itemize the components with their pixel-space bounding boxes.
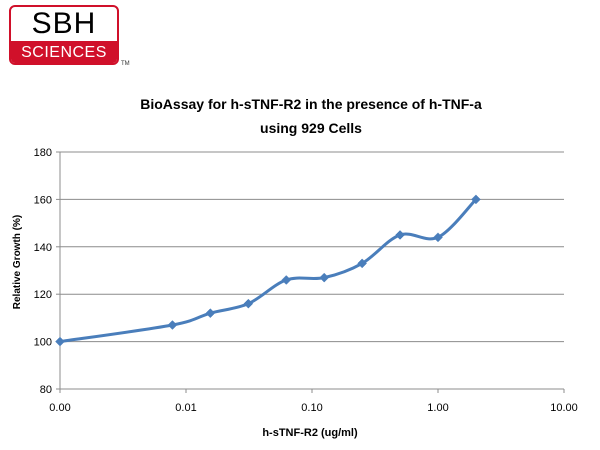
- y-tick-label: 160: [34, 194, 52, 206]
- chart-title-line-1: BioAssay for h-sTNF-R2 in the presence o…: [140, 96, 482, 112]
- y-tick-label: 140: [34, 242, 52, 254]
- data-point-marker: [167, 320, 178, 330]
- x-tick-label: 0.00: [49, 402, 70, 414]
- series-layer: [55, 194, 481, 347]
- y-tick-label: 100: [34, 337, 52, 349]
- axes: [56, 151, 565, 393]
- series-line: [59, 198, 478, 344]
- x-tick-label: 1.00: [427, 402, 448, 414]
- logo-bottom-text: SCIENCES: [11, 41, 117, 63]
- gridlines: [60, 151, 564, 343]
- y-tick-labels: 80 100 120 140 160 180: [34, 147, 52, 396]
- y-tick-label: 180: [34, 147, 52, 159]
- y-axis-title: Relative Growth (%): [12, 215, 23, 309]
- logo-trademark: TM: [121, 61, 130, 67]
- logo-top-text: SBH: [31, 7, 97, 40]
- data-point-marker: [357, 258, 367, 269]
- x-tick-label: 0.10: [301, 402, 322, 414]
- data-point-marker: [395, 230, 405, 240]
- logo-box: SBH SCIENCES: [9, 5, 119, 65]
- sbh-sciences-logo: SBH SCIENCES TM: [9, 5, 130, 71]
- data-point-marker: [55, 336, 65, 347]
- data-point-marker: [433, 232, 443, 243]
- x-tick-label: 0.01: [175, 402, 196, 414]
- y-tick-label: 120: [34, 289, 52, 301]
- data-point-marker: [319, 272, 330, 283]
- data-point-marker: [471, 194, 481, 205]
- x-axis-title: h-sTNF-R2 (ug/ml): [262, 427, 358, 439]
- data-point-marker: [281, 275, 292, 285]
- data-point-marker: [243, 298, 254, 309]
- y-tick-label: 80: [40, 384, 52, 396]
- data-point-marker: [205, 308, 216, 319]
- x-tick-labels: 0.00 0.01 0.10 1.00 10.00: [49, 402, 577, 414]
- x-tick-label: 10.00: [550, 402, 578, 414]
- chart-title-line-2: using 929 Cells: [260, 120, 362, 136]
